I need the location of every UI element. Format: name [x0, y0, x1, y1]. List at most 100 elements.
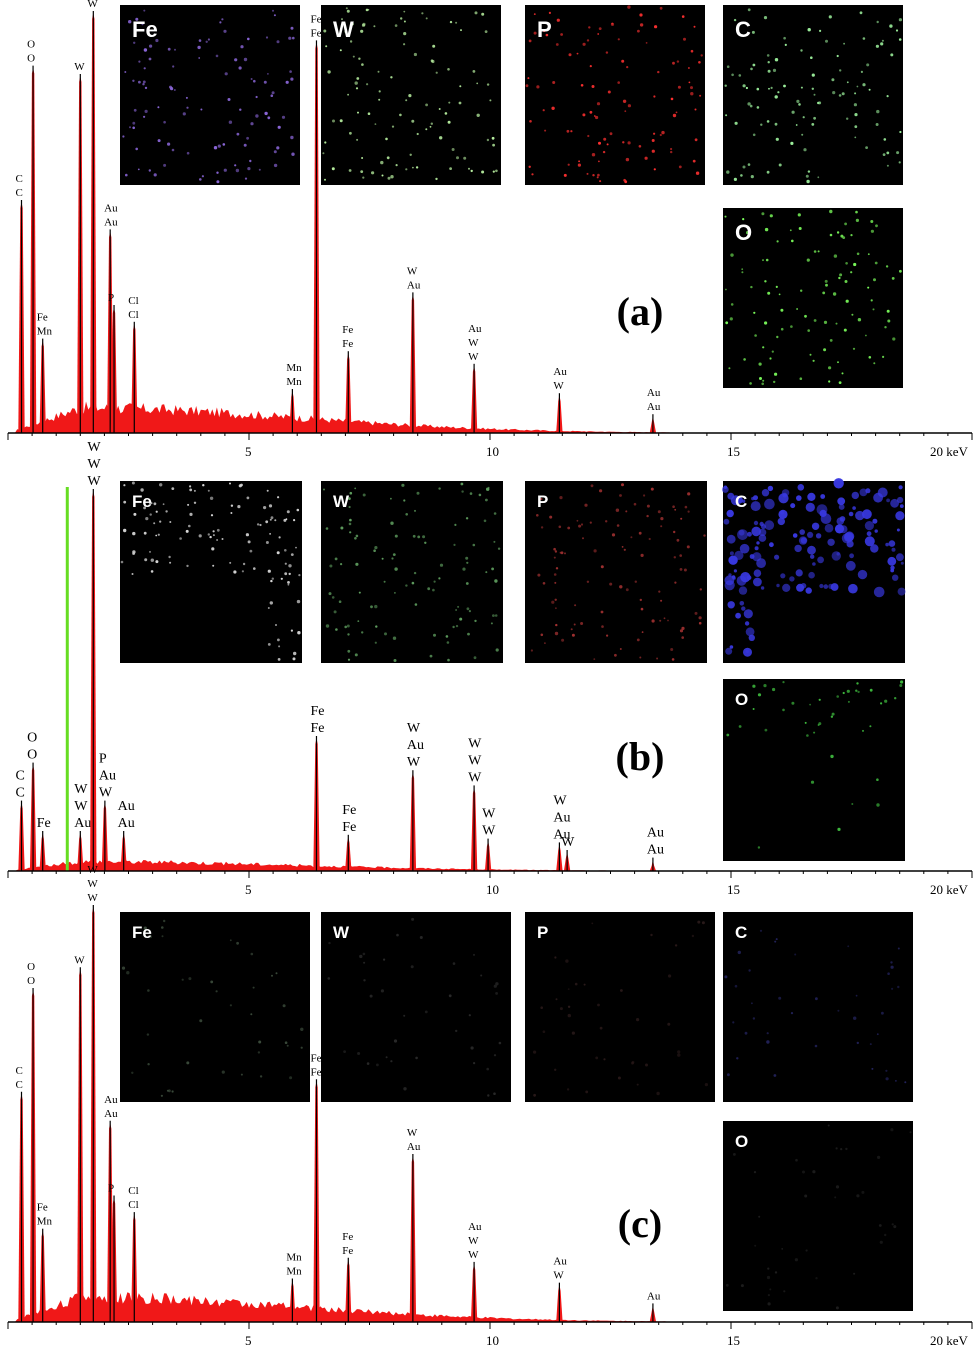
element-map-signal — [898, 485, 903, 490]
element-map-signal — [661, 130, 665, 135]
element-map-signal — [554, 956, 557, 959]
element-map-signal — [555, 623, 558, 627]
element-map-signal — [495, 169, 498, 173]
element-map-signal — [753, 311, 756, 314]
element-map-signal — [577, 163, 582, 167]
element-map-signal — [167, 142, 171, 146]
element-map-signal — [750, 285, 753, 289]
element-map-signal — [807, 170, 811, 173]
element-map-signal — [439, 563, 444, 567]
element-map-signal — [554, 598, 557, 601]
element-map-signal — [544, 642, 546, 644]
element-map-signal — [733, 569, 738, 573]
element-map-signal — [148, 57, 152, 61]
peak-label: Au — [647, 843, 664, 858]
element-map-signal — [187, 503, 190, 506]
element-map-signal — [730, 495, 741, 506]
element-map-signal — [774, 372, 778, 376]
element-map-signal — [250, 122, 254, 126]
element-map-signal — [766, 120, 770, 123]
element-map-signal — [589, 110, 593, 114]
element-map-signal — [223, 29, 227, 33]
peak-label: Au — [104, 216, 118, 228]
peak-label: W — [553, 380, 564, 392]
element-map-signal — [209, 535, 212, 539]
element-map-signal — [871, 1067, 874, 1070]
element-map-signal — [874, 529, 878, 533]
element-map-signal — [444, 112, 448, 115]
element-map-signal — [171, 1090, 174, 1093]
element-map-signal — [625, 588, 629, 592]
element-map-signal — [574, 604, 577, 607]
element-map-signal — [891, 277, 895, 280]
element-map-signal — [872, 518, 878, 524]
peak-label: W — [74, 61, 85, 73]
element-map-signal — [645, 42, 648, 44]
element-map-signal — [631, 1061, 634, 1065]
element-map-signal — [809, 353, 812, 356]
element-map-signal — [403, 1014, 406, 1017]
element-map-signal — [876, 803, 880, 807]
element-map-signal — [553, 547, 556, 551]
element-map-signal — [193, 489, 196, 492]
element-map-signal — [659, 133, 662, 137]
element-map-signal — [246, 496, 250, 500]
element-map-signal — [796, 583, 805, 592]
element-map-signal — [369, 994, 373, 998]
panel-label: (c) — [618, 1201, 662, 1246]
element-map-signal — [818, 698, 821, 701]
element-map-signal — [483, 519, 487, 523]
element-map-signal — [213, 146, 218, 150]
element-map-signal — [686, 545, 690, 549]
element-map-signal — [674, 944, 678, 947]
element-map-signal — [438, 108, 441, 110]
x-tick-label: 15 — [727, 444, 740, 459]
element-map-signal — [811, 87, 814, 91]
x-tick-label: 5 — [245, 1333, 252, 1346]
peak-label: Au — [118, 799, 135, 814]
element-map-signal — [252, 986, 255, 989]
element-map-signal — [800, 537, 807, 544]
element-map-signal — [348, 169, 352, 172]
x-tick-label: 20 keV — [930, 882, 969, 897]
element-map-signal — [354, 537, 357, 540]
element-map-signal — [363, 979, 366, 982]
element-map-signal — [876, 20, 879, 24]
element-map-signal — [169, 561, 172, 564]
element-map-signal — [375, 625, 378, 628]
element-map-signal — [610, 22, 615, 26]
element-map-signal — [817, 250, 820, 253]
element-map-signal — [767, 69, 771, 73]
element-map-signal — [609, 132, 613, 136]
element-map-signal — [856, 1194, 860, 1198]
element-map-signal — [752, 133, 756, 137]
element-map-signal — [766, 54, 770, 57]
element-map-signal — [361, 63, 364, 66]
element-map-signal — [862, 729, 864, 732]
element-map-signal — [864, 536, 875, 547]
element-map-signal — [886, 498, 890, 503]
element-map-signal — [132, 79, 135, 83]
peak-label: W — [468, 770, 482, 785]
element-map-signal — [795, 569, 803, 577]
element-map-signal — [230, 512, 233, 514]
element-map-signal — [625, 510, 628, 513]
element-map-signal — [672, 61, 675, 65]
element-map-signal — [653, 95, 656, 98]
peak-label: W — [482, 807, 496, 822]
element-map-signal — [425, 103, 428, 107]
element-map-signal — [212, 564, 215, 567]
element-map-signal — [405, 513, 409, 516]
element-map-signal — [895, 511, 905, 521]
peak-label: Au — [553, 1256, 567, 1268]
element-map-signal — [566, 129, 570, 133]
peak-label: Fe — [310, 721, 324, 736]
element-map-background — [723, 679, 905, 861]
element-map-signal — [580, 523, 584, 526]
element-map-w: W — [321, 5, 501, 185]
element-map-signal — [323, 29, 327, 33]
element-map-signal — [264, 111, 268, 116]
element-map-signal — [848, 583, 858, 594]
element-map-signal — [150, 502, 153, 504]
